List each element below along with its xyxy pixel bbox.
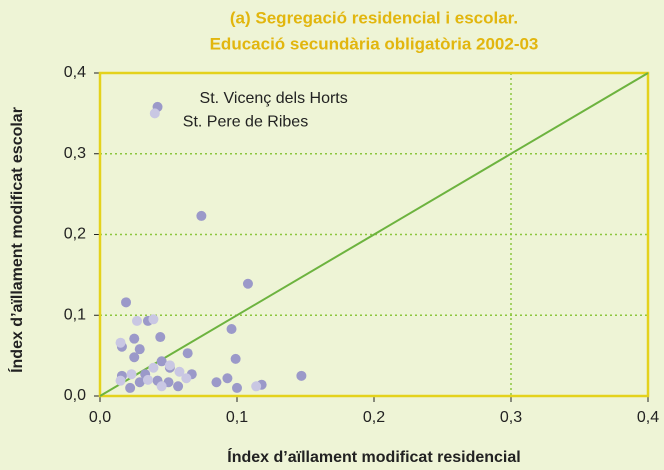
point: [129, 333, 140, 344]
y-axis-label: Índex d’aïllament modificat escolar: [7, 107, 26, 373]
point: [242, 278, 253, 289]
point: [174, 366, 185, 377]
y-tick-label: 0,0: [64, 387, 86, 404]
point: [296, 370, 307, 381]
point: [115, 375, 126, 386]
point: [148, 362, 159, 373]
point: [126, 369, 137, 380]
point: [173, 381, 184, 392]
x-tick-label: 0,4: [637, 409, 659, 426]
x-tick-label: 0,2: [363, 409, 385, 426]
point: [129, 352, 140, 363]
point: [115, 337, 126, 348]
point: [182, 348, 193, 359]
point: [226, 323, 237, 334]
diagonal-line: [99, 72, 649, 397]
point: [222, 373, 233, 384]
x-tick-label: 0,0: [89, 409, 111, 426]
point: [251, 381, 262, 392]
point: [164, 360, 175, 371]
y-tick-label: 0,3: [64, 145, 86, 162]
point: [131, 315, 142, 326]
y-tick-label: 0,2: [64, 226, 86, 243]
point: [181, 373, 192, 384]
point: [156, 381, 167, 392]
x-tick-label: 0,3: [500, 409, 522, 426]
y-tick-label: 0,4: [64, 64, 86, 81]
annotation: St. Vicenç dels Horts: [200, 90, 348, 107]
point: [230, 353, 241, 364]
point: [125, 382, 136, 393]
point: [142, 374, 153, 385]
point: [148, 314, 159, 325]
point: [155, 332, 166, 343]
point: [211, 377, 222, 388]
point: [156, 356, 167, 367]
point: [134, 377, 145, 388]
annotation: St. Pere de Ribes: [183, 114, 308, 131]
point: [121, 297, 132, 308]
chart-subtitle: Educació secundària obligatòria 2002-03: [210, 34, 539, 53]
y-tick-label: 0,1: [64, 306, 86, 323]
plot-frame: [98, 71, 650, 398]
x-tick-label: 0,1: [226, 409, 248, 426]
point: [232, 382, 242, 393]
x-axis-label: Índex d’aïllament modificat residencial: [227, 447, 520, 466]
point: [149, 108, 160, 119]
chart-title: (a) Segregació residencial i escolar.: [230, 8, 518, 27]
point: [134, 344, 145, 355]
point: [196, 210, 207, 221]
